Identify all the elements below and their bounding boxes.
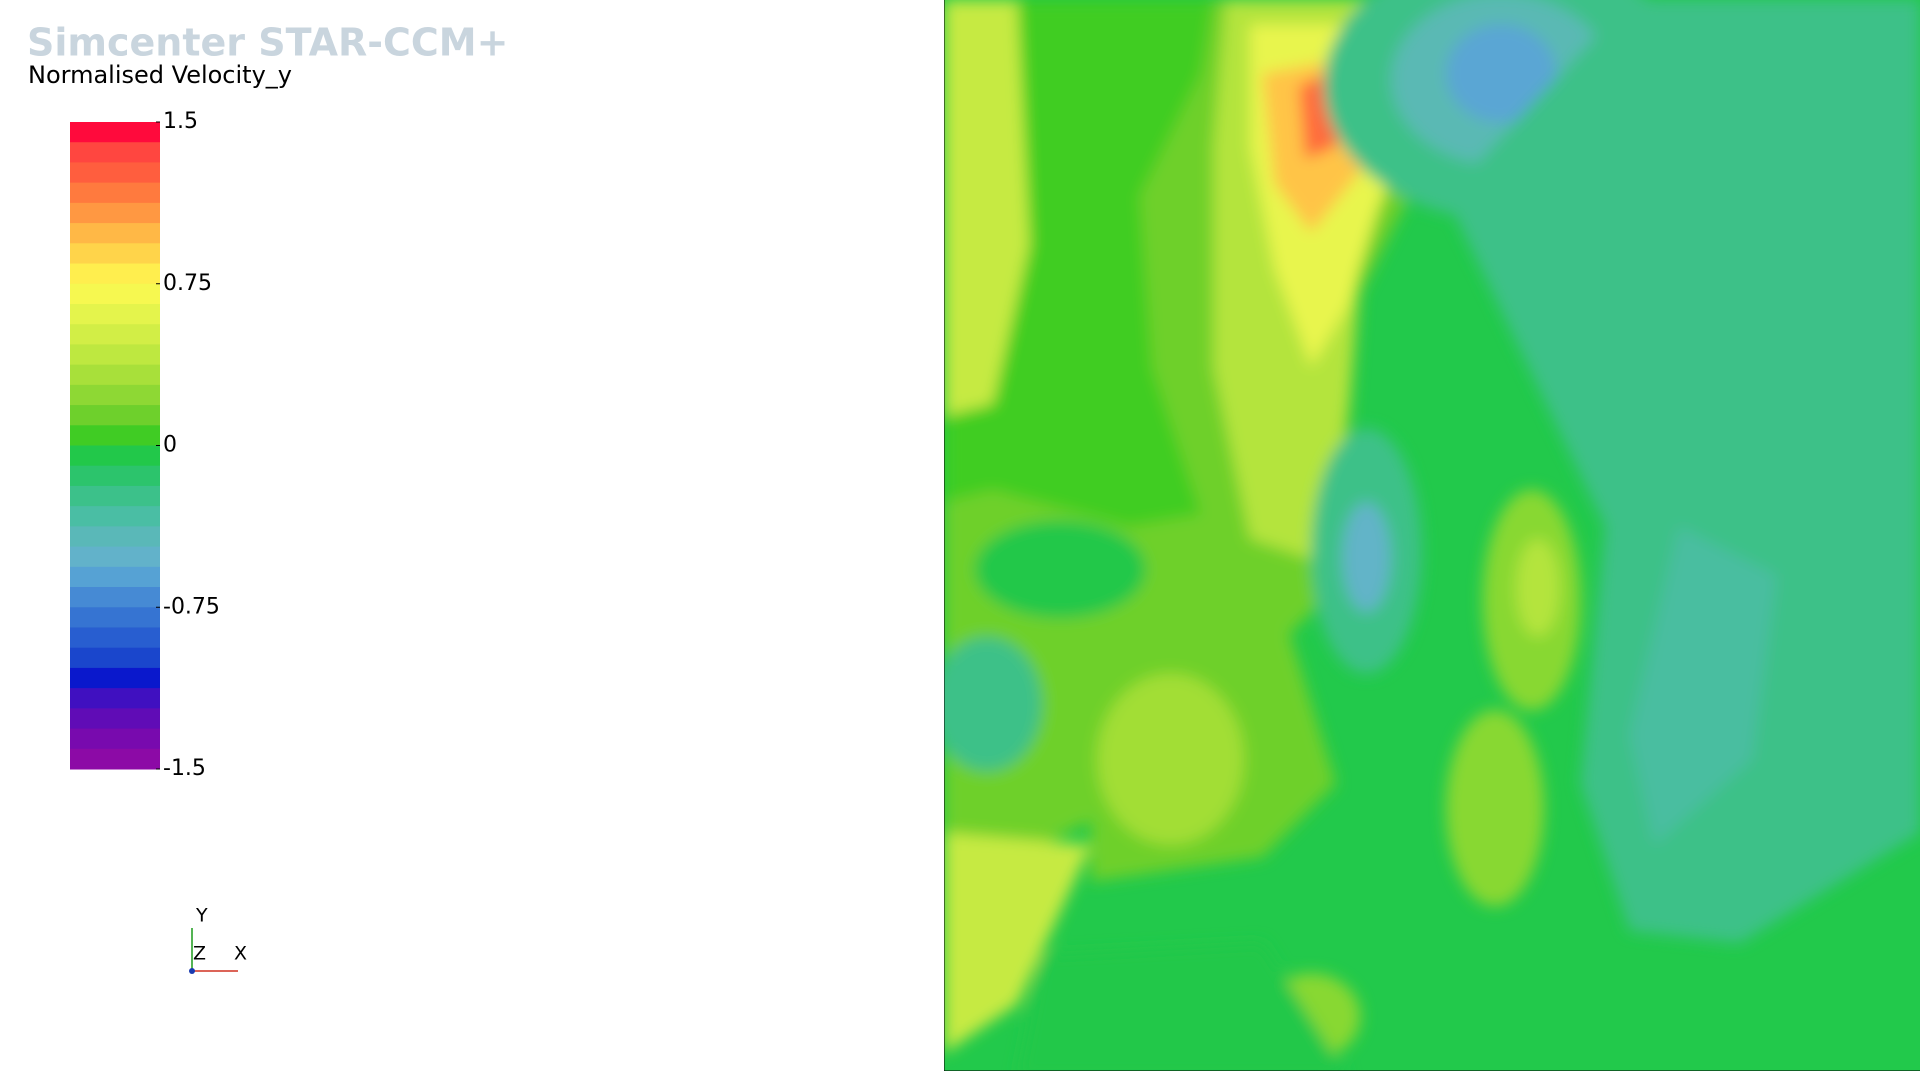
triad-origin [189, 968, 195, 974]
color-band [70, 546, 160, 568]
color-band [70, 283, 160, 305]
contour-shapes [944, 0, 1920, 1071]
color-band [70, 142, 160, 163]
color-band [70, 263, 160, 285]
tick-label: 1.5 [163, 109, 198, 134]
contour-field [944, 0, 1920, 1071]
color-band [70, 566, 160, 588]
color-band [70, 647, 160, 669]
color-band [70, 587, 160, 608]
color-band [70, 162, 160, 184]
color-band [70, 243, 160, 265]
color-band [70, 324, 160, 345]
color-band [70, 465, 160, 487]
tick-label: -1.5 [163, 756, 206, 781]
color-band [70, 708, 160, 730]
tick-label: 0.75 [163, 271, 212, 296]
color-band [70, 748, 160, 770]
color-band [70, 667, 160, 689]
color-band [70, 627, 160, 649]
color-band [70, 728, 160, 750]
color-band [70, 303, 160, 325]
color-band [70, 485, 160, 507]
app-title: Simcenter STAR-CCM+ [27, 21, 508, 65]
color-band [70, 405, 160, 426]
color-band [70, 122, 160, 143]
color-band [70, 384, 160, 406]
color-bar: 1.5 0.75 0 -0.75 -1.5 [70, 109, 220, 781]
tick-label: -0.75 [163, 594, 220, 619]
color-band [70, 506, 160, 527]
color-band [70, 688, 160, 709]
legend-title: Normalised Velocity_y [28, 61, 292, 89]
color-band [70, 526, 160, 548]
color-band [70, 607, 160, 628]
color-band [70, 182, 160, 204]
tick-label: 0 [163, 433, 177, 458]
triad-z-label: Z [193, 943, 206, 965]
triad-x-label: X [234, 943, 247, 965]
color-band [70, 425, 160, 446]
triad-y-label: Y [195, 905, 208, 927]
color-band [70, 223, 160, 244]
color-band [70, 445, 160, 467]
color-band [70, 344, 160, 366]
axis-triad: Y Z X [189, 905, 247, 974]
color-band [70, 364, 160, 386]
color-band [70, 202, 160, 224]
